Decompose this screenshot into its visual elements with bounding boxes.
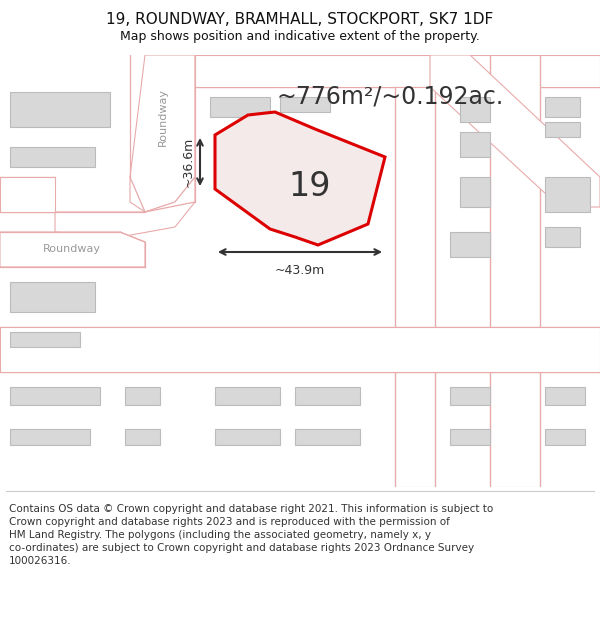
Polygon shape (125, 429, 160, 445)
Text: ~776m²/~0.192ac.: ~776m²/~0.192ac. (277, 85, 503, 109)
Polygon shape (0, 232, 145, 267)
Polygon shape (195, 55, 600, 87)
Text: ~36.6m: ~36.6m (182, 137, 195, 187)
Polygon shape (215, 387, 280, 405)
Polygon shape (295, 387, 360, 405)
Polygon shape (225, 152, 280, 182)
Polygon shape (0, 177, 55, 212)
Polygon shape (450, 429, 490, 445)
Polygon shape (280, 97, 330, 112)
Polygon shape (255, 179, 290, 204)
Polygon shape (10, 92, 110, 127)
Polygon shape (450, 232, 490, 257)
Polygon shape (545, 97, 580, 117)
Polygon shape (460, 132, 490, 157)
Polygon shape (10, 282, 95, 312)
Text: Map shows position and indicative extent of the property.: Map shows position and indicative extent… (120, 30, 480, 43)
Polygon shape (395, 87, 435, 487)
Text: Contains OS data © Crown copyright and database right 2021. This information is : Contains OS data © Crown copyright and d… (9, 504, 493, 566)
Polygon shape (215, 112, 385, 245)
Text: Roundway: Roundway (158, 88, 168, 146)
Polygon shape (10, 387, 100, 405)
Polygon shape (460, 97, 490, 122)
Polygon shape (545, 177, 590, 212)
Polygon shape (210, 97, 270, 117)
Polygon shape (430, 55, 600, 207)
Polygon shape (545, 429, 585, 445)
Polygon shape (0, 327, 600, 372)
Polygon shape (10, 332, 80, 347)
Polygon shape (125, 387, 160, 405)
Text: 19: 19 (289, 171, 331, 204)
Polygon shape (450, 387, 490, 405)
Polygon shape (55, 177, 195, 237)
Text: 19, ROUNDWAY, BRAMHALL, STOCKPORT, SK7 1DF: 19, ROUNDWAY, BRAMHALL, STOCKPORT, SK7 1… (106, 12, 494, 27)
Polygon shape (490, 55, 540, 487)
Polygon shape (545, 227, 580, 247)
Polygon shape (10, 147, 95, 167)
Polygon shape (215, 429, 280, 445)
Text: ~43.9m: ~43.9m (275, 264, 325, 277)
Polygon shape (460, 177, 490, 207)
Polygon shape (130, 55, 195, 212)
Polygon shape (545, 122, 580, 137)
Text: Roundway: Roundway (43, 244, 101, 254)
Polygon shape (295, 429, 360, 445)
Polygon shape (10, 429, 90, 445)
Polygon shape (545, 387, 585, 405)
